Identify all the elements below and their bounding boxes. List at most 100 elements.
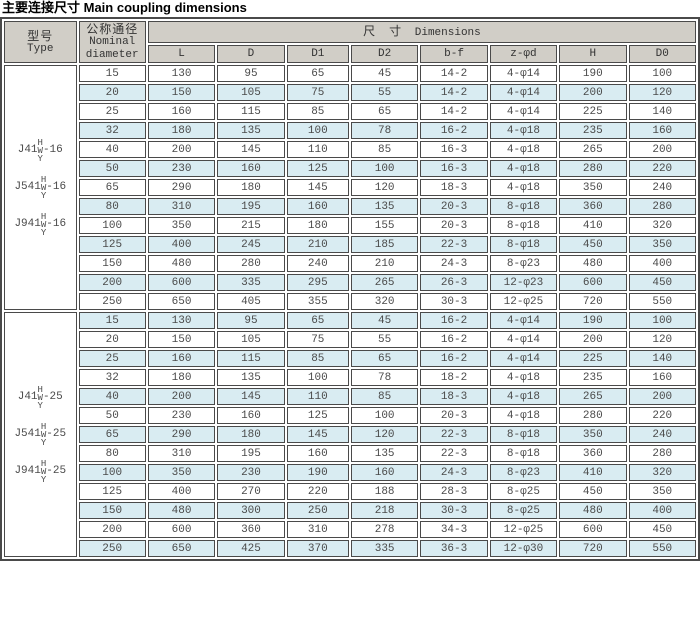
- nominal-diameter-cell: 250: [78, 293, 146, 310]
- dimension-cell: 65: [286, 312, 349, 329]
- dimension-cell: 240: [286, 255, 349, 272]
- dimension-cell: 265: [559, 388, 627, 405]
- dimension-cell: 34-3: [420, 521, 488, 538]
- dimension-cell: 600: [147, 521, 216, 538]
- dimension-cell: 45: [350, 65, 419, 82]
- dimension-cell: 4-φ18: [489, 179, 558, 196]
- dimension-cell: 335: [217, 274, 285, 291]
- nominal-diameter-cell: 125: [78, 483, 146, 500]
- column-header-l: L: [147, 45, 216, 63]
- dimension-cell: 14-2: [420, 84, 488, 101]
- nominal-diameter-cell: 40: [78, 388, 146, 405]
- dimension-cell: 220: [628, 160, 696, 177]
- dimension-cell: 360: [559, 198, 627, 215]
- dimension-cell: 22-3: [420, 445, 488, 462]
- dimension-cell: 95: [217, 65, 285, 82]
- nominal-header-en1: Nominal: [89, 36, 136, 48]
- dimension-cell: 160: [350, 464, 419, 481]
- dimension-cell: 8-φ18: [489, 236, 558, 253]
- dimension-cell: 18-3: [420, 179, 488, 196]
- dimension-cell: 350: [147, 464, 216, 481]
- dimension-cell: 235: [559, 369, 627, 386]
- header-row-2: L D D1 D2 b-f z-φd H D0: [4, 45, 696, 63]
- dimension-cell: 600: [559, 521, 627, 538]
- table-row: 100 350 215 180 155 20-3 8-φ18 410 320: [4, 217, 696, 234]
- dimension-cell: 200: [559, 84, 627, 101]
- dimension-cell: 200: [147, 388, 216, 405]
- dimension-cell: 4-φ14: [489, 331, 558, 348]
- dimension-cell: 55: [350, 331, 419, 348]
- column-header-d: D: [217, 45, 285, 63]
- dimension-cell: 218: [350, 502, 419, 519]
- dimensions-header-cn: 尺 寸: [363, 24, 403, 39]
- dimension-cell: 20-3: [420, 198, 488, 215]
- dimension-cell: 4-φ18: [489, 388, 558, 405]
- dimension-cell: 135: [217, 369, 285, 386]
- type-header-cn: 型号: [27, 28, 54, 43]
- dimension-cell: 18-3: [420, 388, 488, 405]
- column-header-d0: D0: [628, 45, 696, 63]
- dimension-cell: 310: [147, 198, 216, 215]
- dimension-cell: 16-2: [420, 331, 488, 348]
- table-row: 80 310 195 160 135 20-3 8-φ18 360 280: [4, 198, 696, 215]
- dimension-cell: 145: [286, 179, 349, 196]
- dimension-cell: 180: [217, 426, 285, 443]
- table-row: 40 200 145 110 85 18-3 4-φ18 265 200: [4, 388, 696, 405]
- dimension-cell: 55: [350, 84, 419, 101]
- type-label: J941 H W Y -25: [14, 458, 67, 485]
- dimension-cell: 78: [350, 369, 419, 386]
- type-cell: J41 H W Y -16 J541 H W Y -16 J941 H W Y -16: [4, 65, 77, 310]
- dimension-cell: 135: [350, 198, 419, 215]
- dimension-cell: 4-φ18: [489, 369, 558, 386]
- dimension-cell: 18-2: [420, 369, 488, 386]
- dimension-cell: 30-3: [420, 502, 488, 519]
- dimension-cell: 4-φ14: [489, 103, 558, 120]
- dimension-cell: 100: [286, 369, 349, 386]
- dimension-cell: 125: [286, 160, 349, 177]
- dimension-cell: 290: [147, 426, 216, 443]
- nominal-diameter-cell: 65: [78, 179, 146, 196]
- column-header-h: H: [559, 45, 627, 63]
- dimension-cell: 400: [628, 502, 696, 519]
- dimension-cell: 115: [217, 350, 285, 367]
- dimension-cell: 16-3: [420, 141, 488, 158]
- header-row-1: 型号 Type 公称通径 Nominal diameter 尺 寸 Dimens…: [4, 21, 696, 63]
- dimension-cell: 280: [628, 198, 696, 215]
- dimension-cell: 480: [147, 255, 216, 272]
- dimension-cell: 600: [147, 274, 216, 291]
- nominal-diameter-cell: 80: [78, 198, 146, 215]
- dimension-cell: 180: [217, 179, 285, 196]
- dimension-cell: 145: [217, 141, 285, 158]
- dimension-cell: 16-3: [420, 160, 488, 177]
- dimension-cell: 8-φ18: [489, 217, 558, 234]
- dimension-cell: 160: [628, 122, 696, 139]
- dimension-cell: 550: [628, 293, 696, 310]
- nominal-diameter-cell: 65: [78, 426, 146, 443]
- dimension-cell: 105: [217, 331, 285, 348]
- dimension-cell: 8-φ23: [489, 464, 558, 481]
- dimension-cell: 8-φ18: [489, 426, 558, 443]
- dimension-cell: 150: [147, 331, 216, 348]
- table-row: J41 H W Y -25 J541 H W Y -25 J941 H W Y -25 15 130 95 65 45…: [4, 312, 696, 557]
- dimension-cell: 36-3: [420, 540, 488, 557]
- dimension-cell: 16-2: [420, 312, 488, 329]
- dimension-cell: 160: [147, 350, 216, 367]
- dimension-cell: 400: [147, 236, 216, 253]
- type-label: J41 H W Y -25: [17, 384, 63, 411]
- dimension-cell: 160: [286, 445, 349, 462]
- dimension-cell: 75: [286, 331, 349, 348]
- dimension-cell: 480: [559, 255, 627, 272]
- dimension-cell: 350: [628, 483, 696, 500]
- column-header-nominal-diameter: 公称通径 Nominal diameter: [78, 21, 146, 63]
- coupling-dimensions-table: 型号 Type 公称通径 Nominal diameter 尺 寸 Dimens…: [0, 17, 700, 561]
- dimension-cell: 4-φ14: [489, 350, 558, 367]
- dimension-cell: 120: [628, 84, 696, 101]
- dimension-cell: 188: [350, 483, 419, 500]
- dimension-cell: 265: [350, 274, 419, 291]
- dimension-cell: 295: [286, 274, 349, 291]
- dimension-cell: 550: [628, 540, 696, 557]
- dimension-cell: 135: [217, 122, 285, 139]
- dimension-cell: 4-φ18: [489, 160, 558, 177]
- dimension-cell: 145: [286, 426, 349, 443]
- dimension-cell: 135: [350, 445, 419, 462]
